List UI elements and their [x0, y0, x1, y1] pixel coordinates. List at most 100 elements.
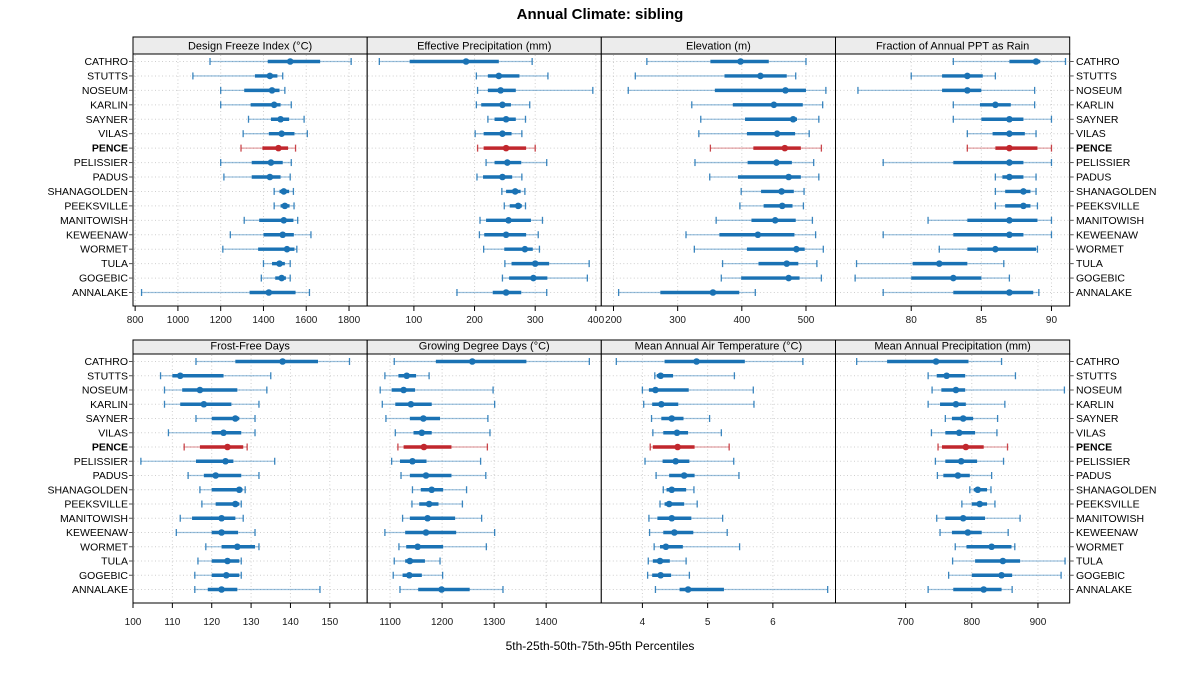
- pointrange-pelissier: [140, 457, 276, 465]
- pointrange-cathro: [952, 58, 1067, 65]
- pointrange-sayner: [700, 115, 820, 123]
- panel-6: Mean Annual Air Temperature (°C) 4 5 6: [600, 339, 836, 628]
- median-dot: [1006, 289, 1013, 296]
- pointrange-tula: [197, 557, 242, 565]
- site-label: ANNALAKE: [72, 584, 128, 596]
- pointrange-karlin: [691, 101, 824, 109]
- median-dot: [266, 72, 274, 80]
- median-dot: [422, 472, 430, 479]
- median-dot: [1020, 202, 1027, 210]
- pointrange-gogebic: [392, 571, 444, 579]
- median-dot: [267, 159, 275, 166]
- median-dot: [770, 101, 778, 109]
- median-dot: [656, 557, 664, 565]
- site-label: MANITOWISH: [1076, 215, 1144, 227]
- median-dot: [662, 543, 670, 551]
- pointrange-annalake: [140, 289, 311, 296]
- x-tick-label: 200: [466, 315, 483, 326]
- median-dot: [403, 372, 411, 380]
- median-dot: [773, 159, 780, 166]
- x-tick-label: 120: [203, 617, 220, 628]
- x-tick-label: 150: [321, 617, 338, 628]
- panel-4: Frost-Free Days 100 110 120 130 140 150: [125, 339, 368, 628]
- pointrange-noseum: [857, 86, 1036, 94]
- pointrange-stutts: [159, 372, 272, 380]
- median-dot: [773, 130, 781, 137]
- panel-bg: [601, 354, 836, 603]
- x-tick-label: 300: [527, 315, 544, 326]
- site-label: TULA: [1076, 556, 1103, 568]
- median-dot: [278, 274, 285, 282]
- x-axis: 100 200 300 400: [406, 306, 605, 326]
- median-dot: [279, 231, 287, 239]
- pointrange-stutts: [475, 72, 549, 80]
- pointrange-karlin: [163, 400, 260, 408]
- site-label: MANITOWISH: [1076, 513, 1144, 525]
- pointrange-pelissier: [485, 159, 548, 167]
- pointrange-vilas: [930, 429, 998, 437]
- median-dot: [462, 58, 470, 65]
- site-label: PENCE: [1076, 442, 1112, 454]
- site-label: GOGEBIC: [1076, 570, 1125, 582]
- median-dot: [1032, 58, 1040, 65]
- median-dot: [674, 443, 681, 451]
- median-dot: [503, 159, 511, 166]
- site-label: MANITOWISH: [60, 215, 128, 227]
- pointrange-keweenaw: [478, 231, 539, 239]
- median-dot: [1006, 130, 1013, 137]
- pointrange-shanagolden: [994, 187, 1037, 195]
- x-tick-label: 90: [1046, 315, 1058, 326]
- site-label: TULA: [1076, 258, 1103, 270]
- pointrange-manitowish: [715, 216, 814, 224]
- pointrange-wormet: [205, 543, 260, 551]
- site-label: PEEKSVILLE: [1076, 200, 1140, 212]
- panel-title: Mean Annual Precipitation (mm): [874, 341, 1031, 353]
- pointrange-stutts: [927, 372, 1017, 380]
- panel-title: Elevation (m): [686, 41, 751, 53]
- x-tick-label: 1400: [535, 617, 558, 628]
- pointrange-gogebic: [854, 274, 1011, 282]
- x-tick-label: 400: [587, 315, 604, 326]
- median-dot: [428, 486, 436, 494]
- pointrange-noseum: [641, 386, 754, 394]
- site-label: VILAS: [1076, 128, 1106, 140]
- panel-7: Mean Annual Precipitation (mm) 700 800 900: [835, 339, 1074, 628]
- site-label: PADUS: [93, 172, 128, 184]
- pointrange-stutts: [192, 72, 284, 80]
- pointrange-shanagolden: [411, 486, 468, 494]
- median-dot: [495, 72, 503, 80]
- panel-strip: [835, 36, 1071, 55]
- pointrange-vilas: [242, 130, 308, 138]
- site-label: PELISSIER: [74, 456, 129, 468]
- x-tick-label: 700: [897, 617, 914, 628]
- site-labels-right-row1: CATHRO STUTTS NOSEUM KARLIN SAYNER VILAS PENCE…: [1076, 356, 1157, 596]
- median-dot: [222, 571, 230, 579]
- median-dot: [1006, 159, 1013, 166]
- site-labels-left-row0: CATHRO STUTTS NOSEUM KARLIN SAYNER VILAS PENCE…: [47, 56, 128, 299]
- site-label: STUTTS: [1076, 370, 1117, 382]
- median-dot: [672, 457, 679, 465]
- site-label: SHANAGOLDEN: [1076, 484, 1157, 496]
- pointrange-gogebic: [646, 571, 691, 579]
- pointrange-peeksville: [739, 202, 805, 210]
- x-axis: 200 300 400 500: [605, 306, 815, 326]
- pointrange-sayner: [487, 115, 527, 123]
- median-dot: [778, 202, 786, 210]
- median-dot: [754, 231, 762, 239]
- pointrange-cathro: [615, 358, 804, 365]
- x-axis: 1100 1200 1300 1400: [379, 603, 558, 628]
- median-dot: [964, 529, 972, 536]
- site-label: PENCE: [1076, 143, 1112, 155]
- pointrange-padus: [655, 472, 740, 479]
- site-label: CATHRO: [84, 356, 128, 368]
- pointrange-padus: [709, 173, 820, 181]
- pointrange-gogebic: [501, 274, 589, 282]
- pointrange-padus: [476, 173, 523, 181]
- site-label: ANNALAKE: [72, 287, 128, 299]
- median-dot: [232, 415, 239, 422]
- median-dot: [668, 486, 676, 494]
- median-dot: [280, 188, 288, 195]
- panel-3: Fraction of Annual PPT as Rain 80 85 90: [835, 36, 1074, 326]
- site-label: STUTTS: [87, 70, 128, 82]
- pointrange-karlin: [643, 400, 755, 408]
